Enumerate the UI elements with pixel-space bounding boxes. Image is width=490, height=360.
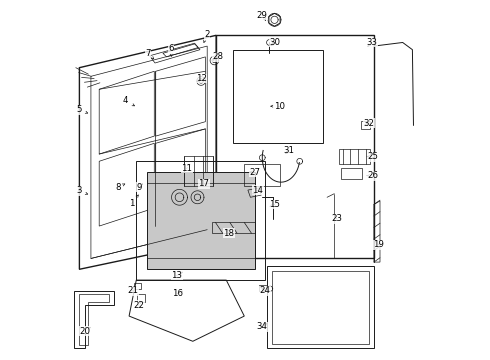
Text: 13: 13	[171, 271, 182, 280]
Text: 10: 10	[274, 102, 285, 111]
Text: 28: 28	[213, 52, 223, 61]
Text: 15: 15	[269, 200, 280, 209]
Text: 18: 18	[223, 229, 234, 238]
Text: 4: 4	[122, 96, 128, 105]
Text: 27: 27	[249, 167, 261, 176]
Text: 26: 26	[368, 171, 378, 180]
Polygon shape	[147, 172, 255, 269]
Text: 31: 31	[283, 146, 294, 155]
Text: 12: 12	[196, 74, 207, 83]
Text: 23: 23	[331, 214, 343, 223]
Text: 6: 6	[169, 44, 174, 53]
Text: 9: 9	[136, 183, 142, 192]
Text: 17: 17	[198, 179, 209, 188]
Text: 19: 19	[373, 240, 384, 249]
Text: 33: 33	[366, 38, 377, 47]
Text: 14: 14	[252, 186, 263, 194]
Text: 7: 7	[145, 49, 150, 58]
Text: 20: 20	[79, 327, 90, 336]
Text: 22: 22	[133, 301, 144, 310]
Text: 16: 16	[172, 289, 183, 298]
Text: 32: 32	[364, 119, 375, 128]
Text: 24: 24	[259, 287, 270, 295]
Text: 1: 1	[129, 199, 134, 208]
Text: 25: 25	[368, 152, 378, 161]
Text: 11: 11	[181, 164, 192, 173]
Text: 8: 8	[116, 183, 121, 192]
Text: 3: 3	[76, 186, 81, 195]
Text: 30: 30	[269, 38, 280, 47]
Text: 2: 2	[204, 30, 210, 39]
Text: 21: 21	[127, 287, 138, 295]
Text: 5: 5	[76, 105, 82, 114]
Text: 29: 29	[257, 10, 268, 19]
Text: 34: 34	[257, 323, 268, 331]
